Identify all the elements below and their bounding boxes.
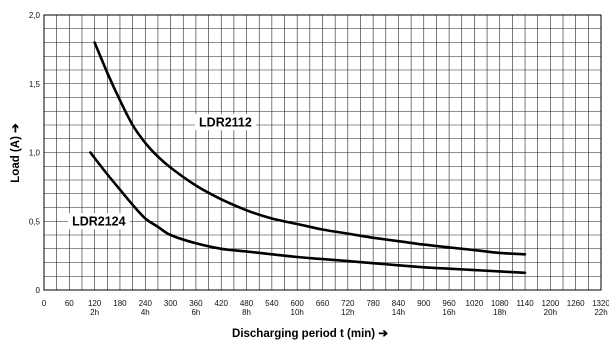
x-tick-label: 720	[341, 299, 355, 308]
x-tick-label: 900	[417, 299, 431, 308]
series-lines	[90, 43, 525, 273]
x-tick-label: 780	[366, 299, 380, 308]
series-labels: LDR2112 LDR2124	[68, 114, 256, 229]
x-tick-sublabel: 18h	[493, 308, 506, 317]
x-tick-label: 180	[113, 299, 127, 308]
x-tick-label: 0	[42, 299, 47, 308]
y-tick-label: 1,0	[29, 149, 41, 158]
x-tick-label: 1200	[541, 299, 559, 308]
series-line-ldr2124	[90, 153, 525, 273]
x-tick-label: 540	[265, 299, 279, 308]
x-tick-sublabel: 14h	[392, 308, 405, 317]
x-tick-label: 420	[215, 299, 229, 308]
series-label-ldr2112: LDR2112	[199, 115, 252, 129]
x-tick-sublabel: 12h	[341, 308, 354, 317]
plot-grid	[44, 15, 601, 290]
y-tick-label: 0,5	[29, 217, 41, 226]
x-tick-label: 960	[442, 299, 456, 308]
x-tick-label: 300	[164, 299, 178, 308]
x-tick-label: 480	[240, 299, 254, 308]
x-tick-label: 1080	[491, 299, 509, 308]
y-tick-label: 1,5	[29, 80, 41, 89]
x-tick-label: 1260	[567, 299, 585, 308]
x-tick-sublabel: 20h	[544, 308, 557, 317]
y-tick-label: 0	[36, 286, 41, 295]
x-tick-label: 240	[139, 299, 153, 308]
x-tick-label: 660	[316, 299, 330, 308]
x-tick-label: 1020	[466, 299, 484, 308]
x-tick-sublabel: 10h	[291, 308, 304, 317]
series-label-ldr2124: LDR2124	[72, 214, 126, 228]
x-tick-label: 120	[88, 299, 102, 308]
x-tick-sublabel: 2h	[90, 308, 99, 317]
x-tick-sublabel: 22h	[594, 308, 607, 317]
x-tick-label: 1320	[592, 299, 609, 308]
x-tick-label: 60	[65, 299, 74, 308]
x-tick-label: 360	[189, 299, 203, 308]
y-axis-label: Load (A) ➔	[10, 123, 22, 183]
x-tick-label: 1140	[516, 299, 534, 308]
x-tick-label: 600	[291, 299, 305, 308]
x-tick-sublabel: 6h	[191, 308, 200, 317]
x-axis-label: Discharging period t (min) ➔	[232, 328, 388, 340]
x-tick-sublabel: 8h	[242, 308, 251, 317]
x-tick-sublabel: 16h	[442, 308, 455, 317]
x-tick-label: 840	[392, 299, 406, 308]
x-tick-sublabel: 4h	[141, 308, 150, 317]
y-axis-ticks: 0 0,5 1,0 1,5 2,0	[29, 11, 41, 295]
y-tick-label: 2,0	[29, 11, 41, 20]
